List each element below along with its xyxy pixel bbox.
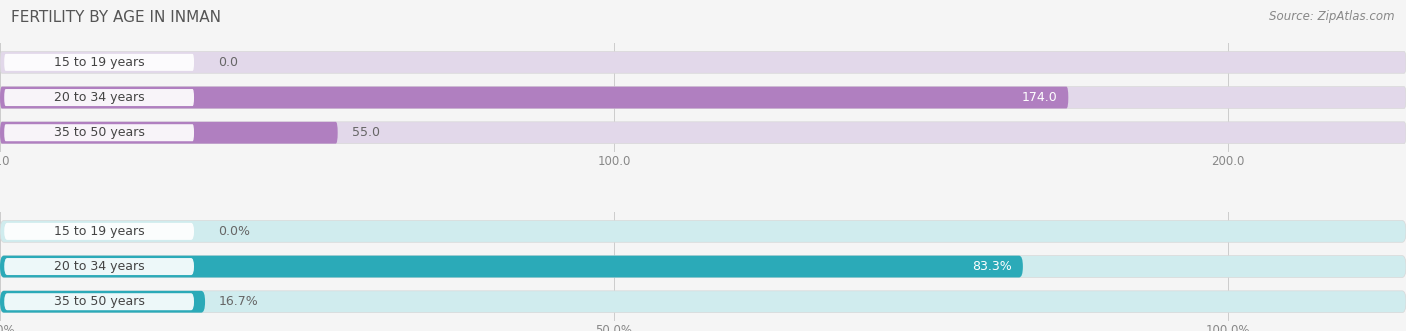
FancyBboxPatch shape [4,293,194,310]
Text: 35 to 50 years: 35 to 50 years [53,295,145,308]
FancyBboxPatch shape [0,87,1406,109]
FancyBboxPatch shape [0,52,1406,73]
FancyBboxPatch shape [0,87,1069,109]
Text: 83.3%: 83.3% [972,260,1012,273]
FancyBboxPatch shape [0,256,1406,277]
FancyBboxPatch shape [4,124,194,141]
FancyBboxPatch shape [0,291,1406,312]
Text: 174.0: 174.0 [1021,91,1057,104]
Text: 16.7%: 16.7% [219,295,259,308]
FancyBboxPatch shape [0,291,205,312]
Text: Source: ZipAtlas.com: Source: ZipAtlas.com [1270,10,1395,23]
FancyBboxPatch shape [0,256,1024,277]
Text: 35 to 50 years: 35 to 50 years [53,126,145,139]
Text: FERTILITY BY AGE IN INMAN: FERTILITY BY AGE IN INMAN [11,10,221,25]
Text: 55.0: 55.0 [352,126,380,139]
FancyBboxPatch shape [0,220,1406,242]
FancyBboxPatch shape [4,54,194,71]
Text: 15 to 19 years: 15 to 19 years [53,56,145,69]
FancyBboxPatch shape [4,223,194,240]
Text: 20 to 34 years: 20 to 34 years [53,260,145,273]
FancyBboxPatch shape [0,122,1406,144]
Text: 0.0: 0.0 [218,56,238,69]
FancyBboxPatch shape [0,122,337,144]
Text: 0.0%: 0.0% [218,225,250,238]
Text: 20 to 34 years: 20 to 34 years [53,91,145,104]
FancyBboxPatch shape [4,258,194,275]
FancyBboxPatch shape [4,89,194,106]
Text: 15 to 19 years: 15 to 19 years [53,225,145,238]
